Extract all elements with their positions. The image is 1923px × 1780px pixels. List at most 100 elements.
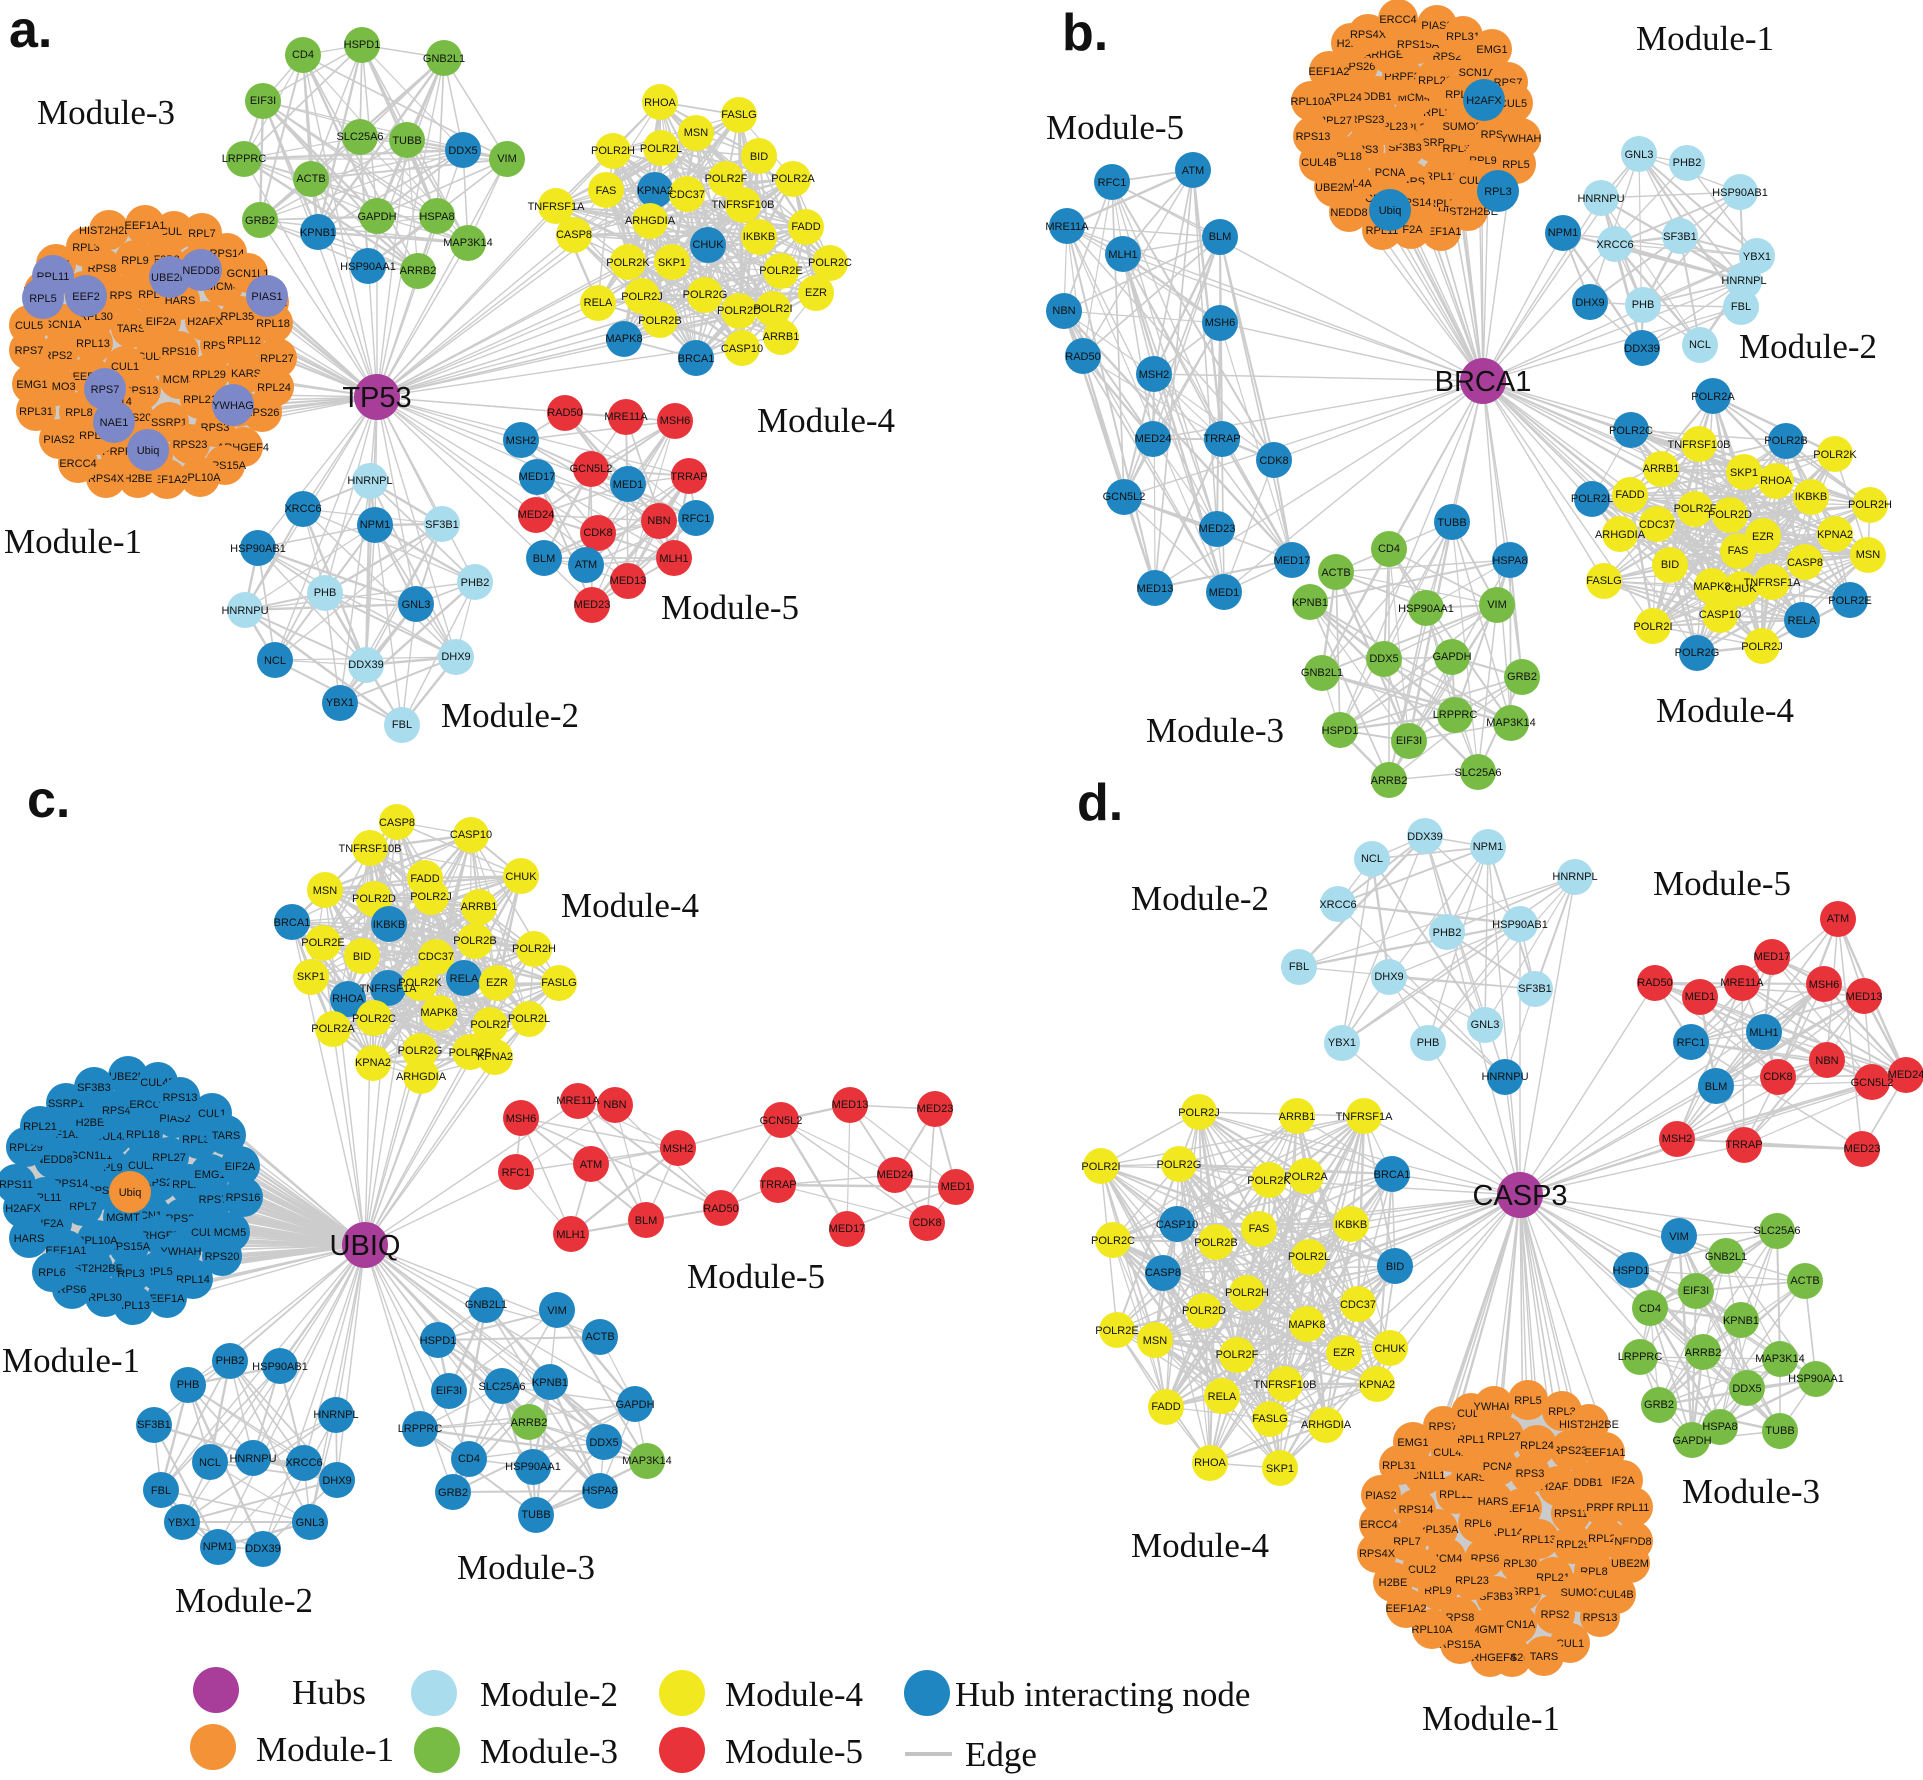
- svg-text:RFC1: RFC1: [1677, 1037, 1706, 1049]
- svg-text:RAD50: RAD50: [1065, 351, 1100, 363]
- svg-text:Module-2: Module-2: [1739, 327, 1877, 366]
- svg-text:ARHGEF4: ARHGEF4: [1464, 1652, 1516, 1664]
- svg-text:GNL3: GNL3: [296, 1517, 325, 1529]
- svg-text:SSRP1: SSRP1: [48, 1098, 84, 1110]
- svg-text:PIAS2: PIAS2: [1365, 1490, 1396, 1502]
- svg-text:MSH2: MSH2: [506, 435, 537, 447]
- svg-text:RPS8: RPS8: [88, 263, 117, 275]
- svg-text:RPL27: RPL27: [152, 1152, 186, 1164]
- svg-text:CD4: CD4: [1378, 543, 1400, 555]
- svg-text:POLR2H: POLR2H: [512, 943, 556, 955]
- svg-text:POLR2F: POLR2F: [449, 1047, 492, 1059]
- svg-text:RPS15A: RPS15A: [108, 1241, 151, 1253]
- svg-text:FBL: FBL: [392, 719, 412, 731]
- svg-text:RPS7: RPS7: [1429, 1421, 1458, 1433]
- svg-text:POLR2J: POLR2J: [1178, 1107, 1220, 1119]
- svg-text:SCN1A: SCN1A: [45, 319, 82, 331]
- svg-text:KARS: KARS: [231, 368, 261, 380]
- svg-text:NEDD8: NEDD8: [182, 265, 219, 277]
- svg-text:Module-1: Module-1: [1636, 19, 1774, 58]
- svg-text:Hubs: Hubs: [292, 1673, 366, 1712]
- svg-text:EIF3I: EIF3I: [250, 95, 276, 107]
- svg-text:RPL18: RPL18: [256, 318, 290, 330]
- svg-text:POLR2E: POLR2E: [1828, 595, 1871, 607]
- svg-text:MED1: MED1: [613, 479, 644, 491]
- svg-text:GAPDH: GAPDH: [357, 211, 396, 223]
- svg-text:TUBB: TUBB: [1437, 517, 1466, 529]
- svg-text:Module-3: Module-3: [480, 1732, 618, 1771]
- svg-text:MED24: MED24: [518, 509, 555, 521]
- svg-text:RPS4X: RPS4X: [88, 473, 125, 485]
- svg-text:CDK8: CDK8: [1763, 1071, 1792, 1083]
- svg-text:MCM5: MCM5: [163, 374, 195, 386]
- svg-text:SKP1: SKP1: [1730, 467, 1758, 479]
- svg-text:HARS: HARS: [14, 1233, 45, 1245]
- svg-text:BLM: BLM: [533, 553, 556, 565]
- svg-text:GNB2L1: GNB2L1: [423, 53, 465, 65]
- svg-text:HNRNPL: HNRNPL: [1721, 275, 1766, 287]
- svg-text:POLR2H: POLR2H: [1848, 499, 1892, 511]
- svg-text:NBN: NBN: [1815, 1055, 1838, 1067]
- svg-text:TNFRSF10B: TNFRSF10B: [712, 199, 775, 211]
- svg-text:POLR2C: POLR2C: [1091, 1235, 1135, 1247]
- svg-text:SKP1: SKP1: [1266, 1463, 1294, 1475]
- svg-text:a.: a.: [9, 1, 52, 59]
- svg-text:FASLG: FASLG: [541, 977, 576, 989]
- svg-text:DDB1: DDB1: [1362, 91, 1391, 103]
- svg-text:LRPPRC: LRPPRC: [1433, 709, 1478, 721]
- svg-text:TNFRSF1A: TNFRSF1A: [1744, 577, 1802, 589]
- svg-text:MED23: MED23: [1199, 523, 1236, 535]
- svg-text:RPS8: RPS8: [1446, 1612, 1475, 1624]
- svg-text:MED1: MED1: [941, 1181, 972, 1193]
- svg-text:RPL12: RPL12: [1425, 171, 1459, 183]
- svg-text:CASP10: CASP10: [450, 829, 492, 841]
- svg-text:NEDD8: NEDD8: [1330, 207, 1367, 219]
- svg-text:SKP1: SKP1: [297, 971, 325, 983]
- svg-text:PIAS1: PIAS1: [251, 291, 282, 303]
- svg-text:ARHGDIA: ARHGDIA: [396, 1071, 447, 1083]
- svg-text:HSP90AA1: HSP90AA1: [1398, 603, 1454, 615]
- svg-text:GRB2: GRB2: [438, 1487, 468, 1499]
- svg-text:RPL29: RPL29: [192, 369, 226, 381]
- svg-text:HSPD1: HSPD1: [1322, 725, 1359, 737]
- svg-text:RHOA: RHOA: [332, 993, 364, 1005]
- svg-text:Module-1: Module-1: [4, 522, 142, 561]
- svg-text:POLR2L: POLR2L: [640, 143, 682, 155]
- svg-text:BLM: BLM: [1705, 1081, 1728, 1093]
- svg-text:BID: BID: [1386, 1261, 1404, 1273]
- svg-text:RFC1: RFC1: [1098, 177, 1127, 189]
- svg-text:RPL24: RPL24: [257, 382, 291, 394]
- svg-text:MAPK8: MAPK8: [1693, 581, 1730, 593]
- svg-text:CD4: CD4: [458, 1453, 480, 1465]
- svg-text:NBN: NBN: [603, 1099, 626, 1111]
- svg-text:EIF2A: EIF2A: [146, 316, 177, 328]
- svg-text:EMG1: EMG1: [194, 1169, 225, 1181]
- svg-text:SF3B3: SF3B3: [1479, 1591, 1513, 1603]
- svg-text:VIM: VIM: [1669, 1231, 1689, 1243]
- svg-text:NAE1: NAE1: [100, 417, 129, 429]
- svg-text:Module-1: Module-1: [1422, 1699, 1560, 1738]
- svg-text:KPNB1: KPNB1: [1723, 1315, 1759, 1327]
- svg-text:FADD: FADD: [1615, 489, 1644, 501]
- svg-text:GCN5L2: GCN5L2: [1851, 1077, 1894, 1089]
- svg-text:RPS16: RPS16: [226, 1192, 261, 1204]
- svg-text:UBE2M: UBE2M: [151, 272, 189, 284]
- svg-text:GRB2: GRB2: [1507, 671, 1537, 683]
- svg-text:YBX1: YBX1: [326, 697, 354, 709]
- svg-text:RPL3: RPL3: [117, 1268, 145, 1280]
- svg-text:HSP90AA1: HSP90AA1: [340, 261, 396, 273]
- svg-text:IKBKB: IKBKB: [1795, 491, 1827, 503]
- svg-text:DHX9: DHX9: [1575, 297, 1604, 309]
- svg-text:RPS20: RPS20: [205, 1251, 240, 1263]
- svg-text:HNRNPU: HNRNPU: [221, 605, 268, 617]
- svg-text:H2BE: H2BE: [124, 473, 153, 485]
- svg-text:XRCC6: XRCC6: [1596, 239, 1633, 251]
- svg-text:NPM1: NPM1: [203, 1541, 234, 1553]
- svg-text:GNB2L1: GNB2L1: [465, 1299, 507, 1311]
- svg-text:LRPPRC: LRPPRC: [222, 153, 267, 165]
- svg-text:PHB: PHB: [177, 1379, 200, 1391]
- svg-text:CDC37: CDC37: [1639, 519, 1675, 531]
- svg-text:POLR2D: POLR2D: [352, 893, 396, 905]
- svg-text:SLC25A6: SLC25A6: [478, 1381, 525, 1393]
- svg-text:HNRNPU: HNRNPU: [1577, 193, 1624, 205]
